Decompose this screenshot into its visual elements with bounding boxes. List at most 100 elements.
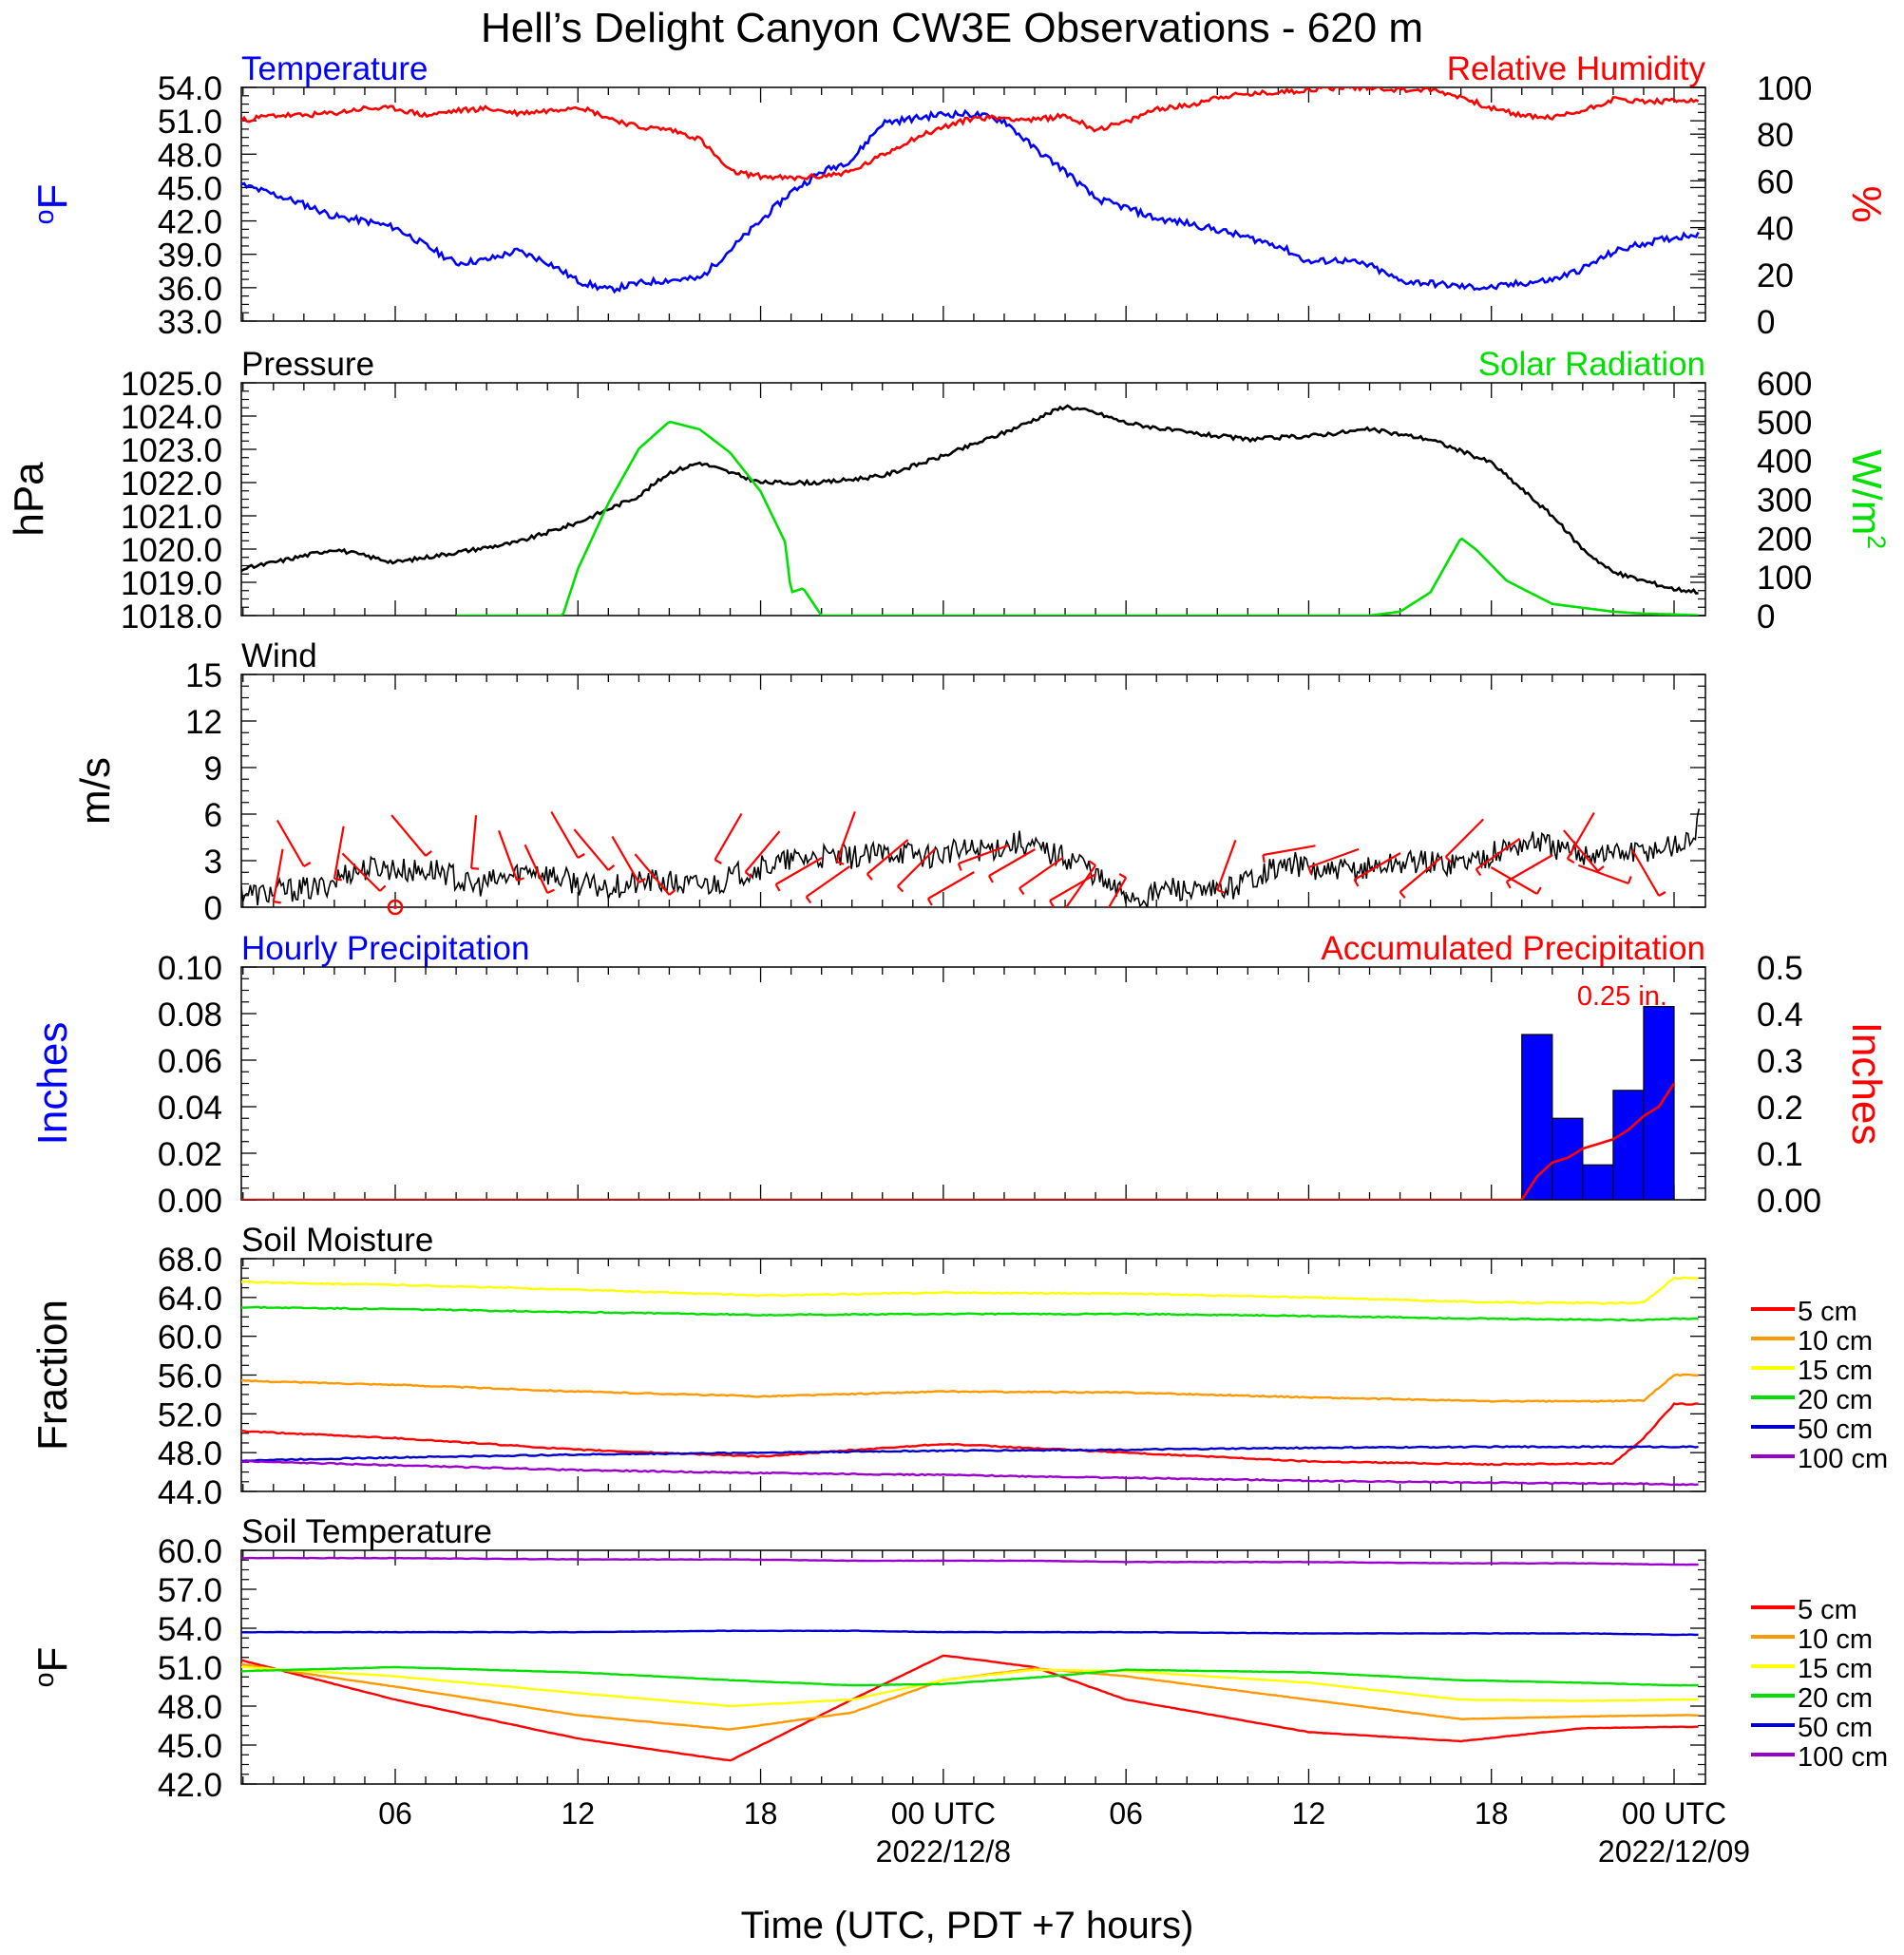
wind-barb-tick bbox=[987, 875, 994, 883]
wind-barb bbox=[775, 857, 823, 885]
y-tick-label: 9 bbox=[204, 750, 222, 788]
legend-label-5cm: 5 cm bbox=[1798, 1297, 1857, 1327]
panels: 33.036.039.042.045.048.051.054.002040608… bbox=[6, 50, 1891, 1869]
plot-area bbox=[241, 1006, 1676, 1200]
wind-barb bbox=[1444, 818, 1485, 858]
wind-barb bbox=[1107, 877, 1128, 907]
y-axis-label-left: oF bbox=[29, 1647, 76, 1688]
plot-frame bbox=[240, 86, 1706, 322]
legend-label-100cm: 100 cm bbox=[1798, 1444, 1888, 1474]
wind-barb-tick bbox=[303, 862, 312, 867]
wind-barb-tick bbox=[333, 877, 342, 882]
y-tick-label: 0.08 bbox=[158, 996, 222, 1034]
y-tick-label: 1019.0 bbox=[121, 565, 222, 602]
y-axis-label-right: W/m2 bbox=[1843, 449, 1891, 549]
y-tick-label: 48.0 bbox=[158, 1435, 222, 1472]
wind-barb bbox=[1566, 811, 1595, 860]
wind-barb bbox=[988, 848, 1036, 877]
wind-barb-tick bbox=[1307, 866, 1313, 875]
y-tick-label-right: 40 bbox=[1757, 211, 1794, 248]
y-axis-label-left: m/s bbox=[72, 757, 119, 825]
figure-title: Hell’s Delight Canyon CW3E Observations … bbox=[481, 5, 1423, 51]
panel-left-title: Temperature bbox=[241, 50, 428, 87]
legend-label-100cm: 100 cm bbox=[1798, 1742, 1888, 1773]
wind-barb-tick bbox=[774, 883, 781, 892]
wind-barb bbox=[276, 819, 305, 867]
y-tick-label-right: 300 bbox=[1757, 483, 1812, 520]
plot-area bbox=[241, 87, 1700, 294]
calm-wind-dot bbox=[393, 905, 397, 909]
unit-letter: F bbox=[29, 184, 76, 210]
panel-left-title: Soil Temperature bbox=[241, 1513, 492, 1550]
wind-barb bbox=[1631, 848, 1660, 897]
y-tick-label: 52.0 bbox=[158, 1396, 222, 1433]
y-tick-label-right: 0.2 bbox=[1757, 1090, 1803, 1127]
series-20cm bbox=[241, 1665, 1699, 1687]
legend-label-15cm: 15 cm bbox=[1798, 1356, 1873, 1386]
panel-right-title: Relative Humidity bbox=[1447, 50, 1706, 87]
y-tick-label: 45.0 bbox=[158, 170, 222, 207]
wind-barb-tick bbox=[1118, 873, 1127, 879]
plot-area bbox=[241, 404, 1699, 616]
y-tick-label: 1018.0 bbox=[121, 598, 222, 636]
wind-barb-tick bbox=[744, 871, 752, 878]
precip-bar bbox=[1582, 1164, 1614, 1200]
time-tick-label: 12 bbox=[1292, 1796, 1326, 1831]
wind-barbs bbox=[272, 810, 1666, 907]
series-temperature bbox=[241, 108, 1700, 294]
wind-barb-tick bbox=[1049, 900, 1055, 907]
precip-bar bbox=[1612, 1090, 1645, 1200]
wind-barb bbox=[611, 835, 640, 883]
wind-barb-tick bbox=[836, 860, 845, 865]
wind-barb bbox=[524, 844, 549, 894]
series-50cm bbox=[241, 1629, 1699, 1637]
wind-barb-tick bbox=[1597, 865, 1605, 872]
wind-barb bbox=[1577, 864, 1629, 885]
panel-left-title: Soil Moisture bbox=[241, 1222, 433, 1259]
unit-text: W/m bbox=[1843, 449, 1890, 535]
wind-barb-tick bbox=[425, 850, 432, 857]
plot-frame bbox=[240, 382, 1706, 617]
wind-barb bbox=[470, 815, 478, 869]
wind-barb-tick bbox=[668, 889, 676, 896]
legend-label-20cm: 20 cm bbox=[1798, 1683, 1873, 1714]
legend-label-50cm: 50 cm bbox=[1798, 1414, 1873, 1445]
y-tick-label: 45.0 bbox=[158, 1728, 222, 1765]
panel-left-title: Hourly Precipitation bbox=[241, 930, 529, 967]
y-tick-label: 51.0 bbox=[158, 104, 222, 141]
wind-barb-tick bbox=[546, 888, 555, 894]
series-50cm bbox=[241, 1445, 1699, 1463]
time-tick-label: 00 UTC bbox=[891, 1796, 996, 1831]
wind-barb bbox=[714, 812, 743, 861]
wind-barb-tick bbox=[1353, 879, 1360, 887]
y-axis-label-right: % bbox=[1843, 185, 1890, 222]
precip-bar bbox=[1521, 1034, 1553, 1200]
series-10cm bbox=[241, 1373, 1699, 1403]
y-tick-label: 68.0 bbox=[158, 1242, 222, 1279]
y-axis-label-left: oF bbox=[29, 184, 76, 225]
series-10cm bbox=[241, 1662, 1699, 1731]
y-tick-label-right: 0.3 bbox=[1757, 1043, 1803, 1080]
y-tick-label: 57.0 bbox=[158, 1572, 222, 1609]
y-tick-label: 42.0 bbox=[158, 204, 222, 241]
y-tick-label: 1025.0 bbox=[121, 366, 222, 403]
wind-barb bbox=[1490, 866, 1538, 895]
panel-left-title: Wind bbox=[241, 637, 317, 674]
unit-letter: F bbox=[29, 1647, 76, 1673]
y-tick-label: 6 bbox=[204, 797, 222, 834]
y-tick-label: 56.0 bbox=[158, 1358, 222, 1395]
wind-barb bbox=[1399, 857, 1442, 893]
panel-soil_temperature: 42.045.048.051.054.057.060.0 Soil Tempera… bbox=[29, 1513, 1888, 1804]
wind-barb-tick bbox=[1505, 881, 1512, 889]
wind-barb bbox=[573, 828, 610, 871]
panel-temperature_humidity: 33.036.039.042.045.048.051.054.0 0 20 40 60 8… bbox=[29, 50, 1890, 341]
wind-barb-tick bbox=[516, 877, 525, 883]
time-tick-label: 18 bbox=[744, 1796, 778, 1831]
y-tick-label: 44.0 bbox=[158, 1474, 222, 1511]
wind-barb bbox=[1019, 856, 1064, 889]
wind-barb bbox=[390, 814, 427, 857]
wind-barb bbox=[1476, 837, 1521, 870]
panel-pressure_solar: 1018.01019.01020.01021.01022.01023.01024… bbox=[6, 346, 1891, 636]
wind-barb bbox=[341, 852, 381, 892]
